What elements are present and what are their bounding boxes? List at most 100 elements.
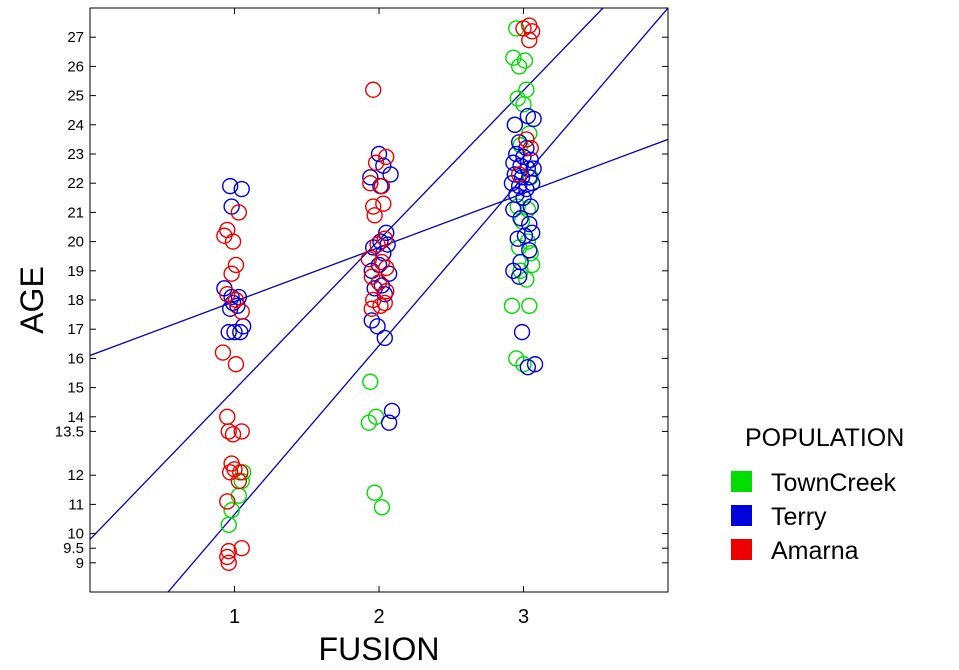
data-point bbox=[518, 131, 535, 148]
data-point bbox=[220, 542, 237, 560]
data-point bbox=[382, 166, 399, 183]
data-point bbox=[383, 402, 401, 420]
y-tick-label: 19 bbox=[67, 263, 84, 280]
data-point bbox=[515, 96, 532, 113]
data-point bbox=[373, 177, 391, 195]
y-tick-label: 13.5 bbox=[55, 423, 84, 440]
data-point bbox=[506, 116, 524, 134]
data-point bbox=[223, 288, 240, 306]
data-point bbox=[526, 356, 544, 373]
data-point bbox=[366, 280, 383, 297]
data-point bbox=[525, 110, 542, 128]
data-point bbox=[513, 323, 531, 341]
data-point bbox=[221, 464, 239, 481]
y-tick-label: 23 bbox=[67, 146, 84, 163]
data-point bbox=[515, 356, 532, 373]
data-point bbox=[522, 198, 539, 215]
y-tick-label: 9.5 bbox=[63, 540, 84, 557]
data-point bbox=[376, 329, 393, 347]
legend-swatch-terry bbox=[731, 505, 752, 526]
y-tick-label: 24 bbox=[67, 117, 84, 134]
data-point bbox=[230, 487, 248, 504]
data-point bbox=[233, 180, 250, 198]
data-point bbox=[219, 548, 236, 566]
data-point bbox=[363, 312, 380, 329]
data-point bbox=[522, 245, 539, 262]
data-point bbox=[512, 210, 529, 227]
y-tick-label: 21 bbox=[67, 204, 84, 221]
series-amarna bbox=[214, 17, 541, 571]
data-point bbox=[518, 180, 535, 198]
data-point bbox=[219, 493, 236, 510]
data-point bbox=[508, 20, 525, 37]
data-point bbox=[503, 297, 521, 315]
data-point bbox=[367, 154, 385, 171]
data-point bbox=[523, 174, 541, 192]
data-point bbox=[518, 139, 535, 157]
data-point bbox=[360, 250, 378, 268]
y-tick-label: 15 bbox=[67, 380, 84, 397]
data-point bbox=[375, 195, 392, 212]
data-point bbox=[366, 207, 383, 224]
data-point bbox=[362, 174, 379, 192]
data-point bbox=[521, 297, 538, 315]
y-tick-label: 17 bbox=[67, 321, 84, 338]
y-tick-label: 20 bbox=[67, 234, 84, 251]
y-axis: 99.510 11 12 13.514 15 16 17 18 19 20 21 22 23 24 25 26… bbox=[55, 29, 668, 572]
y-tick-label: 14 bbox=[67, 409, 84, 426]
series-towncreek bbox=[220, 20, 541, 534]
data-point bbox=[523, 23, 541, 40]
data-point bbox=[521, 215, 538, 233]
y-tick-label: 26 bbox=[67, 58, 84, 75]
data-point bbox=[509, 90, 526, 107]
data-point bbox=[378, 224, 395, 242]
x-tick-label: 2 bbox=[373, 606, 384, 628]
data-point bbox=[366, 484, 383, 501]
y-tick-label: 12 bbox=[67, 467, 84, 484]
y-tick-label: 9 bbox=[76, 555, 84, 572]
data-point bbox=[233, 303, 250, 320]
data-point bbox=[226, 323, 243, 341]
y-tick-label: 27 bbox=[67, 29, 84, 46]
data-point bbox=[522, 151, 539, 169]
legend-swatch-amarna bbox=[731, 539, 752, 560]
data-point bbox=[230, 472, 248, 490]
data-point bbox=[372, 233, 389, 250]
data-point bbox=[508, 145, 525, 163]
data-point bbox=[521, 242, 538, 259]
data-point bbox=[362, 373, 379, 390]
data-point bbox=[516, 227, 534, 244]
data-point bbox=[380, 414, 398, 431]
y-axis-title: AGE bbox=[14, 266, 50, 334]
x-axis: 1 2 3 bbox=[229, 8, 529, 628]
data-point bbox=[518, 271, 535, 288]
data-point bbox=[220, 554, 237, 571]
legend: POPULATION TownCreek Terry Amarna bbox=[731, 424, 904, 565]
y-tick-label: 25 bbox=[67, 88, 84, 105]
data-point bbox=[230, 204, 248, 221]
data-point bbox=[510, 58, 528, 75]
data-point bbox=[519, 358, 537, 376]
y-tick-label: 22 bbox=[67, 175, 84, 192]
data-point bbox=[219, 408, 236, 425]
data-point bbox=[518, 81, 535, 98]
x-axis-title: FUSION bbox=[319, 631, 440, 667]
data-point bbox=[512, 157, 529, 174]
data-point bbox=[370, 145, 388, 163]
data-point bbox=[214, 344, 232, 361]
y-tick-label: 11 bbox=[68, 496, 84, 513]
data-point bbox=[224, 233, 242, 250]
data-point bbox=[232, 323, 249, 341]
plot-area bbox=[90, 8, 668, 592]
data-point bbox=[509, 230, 526, 247]
data-point bbox=[220, 423, 237, 440]
data-point bbox=[378, 148, 395, 166]
data-point bbox=[227, 356, 245, 373]
data-point bbox=[513, 169, 531, 186]
data-point bbox=[378, 259, 395, 277]
regression-line-2 bbox=[90, 8, 604, 540]
data-point bbox=[365, 198, 382, 215]
data-point bbox=[523, 224, 541, 242]
data-point bbox=[509, 198, 526, 215]
